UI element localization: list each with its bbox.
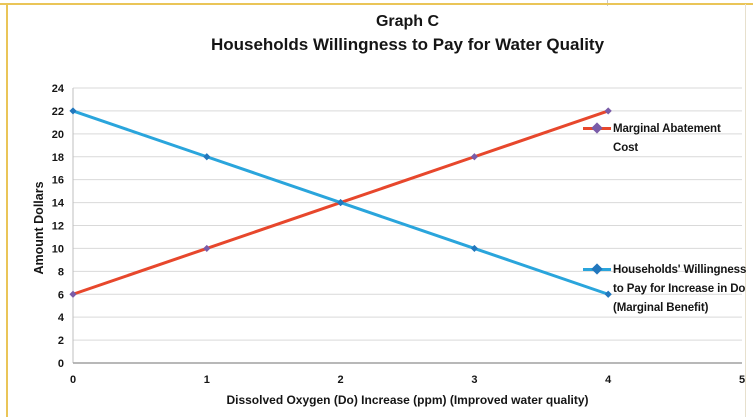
x-tick-label: 1: [204, 374, 210, 386]
chart-border-right: [745, 4, 746, 417]
legend-label: Households' Willingness to Pay for Increa…: [613, 261, 746, 318]
y-tick-label: 16: [52, 175, 64, 187]
y-tick-label: 2: [58, 335, 64, 347]
y-axis-title: Amount Dollars: [32, 181, 46, 274]
series-1-marker: [604, 290, 612, 298]
series-1-marker: [337, 198, 345, 207]
x-axis-title: Dissolved Oxygen (Do) Increase (ppm) (Im…: [226, 393, 588, 407]
chart-subtitle: Households Willingness to Pay for Water …: [210, 35, 605, 54]
series-0-marker: [203, 244, 211, 253]
legend-label-line: (Marginal Benefit): [613, 302, 709, 314]
y-tick-label: 0: [58, 358, 64, 370]
series-0-marker: [69, 290, 77, 298]
x-tick-label: 5: [739, 374, 745, 386]
y-tick-label: 8: [58, 266, 64, 278]
series-1-marker: [203, 153, 211, 161]
legend-label-line: to Pay for Increase in Do: [613, 283, 746, 295]
legend-label-line: Marginal Abatement: [613, 123, 721, 135]
legend-marker-swatch: [591, 122, 603, 134]
y-tick-label: 24: [52, 83, 65, 95]
x-tick-label: 0: [70, 374, 76, 386]
legend-label-line: Cost: [613, 142, 639, 154]
series-1-marker: [470, 244, 478, 253]
series-0-marker: [604, 107, 612, 115]
y-tick-label: 18: [52, 152, 64, 164]
y-tick-label: 20: [52, 129, 64, 141]
y-tick-label: 14: [52, 198, 65, 210]
x-tick-label: 3: [471, 374, 477, 386]
legend-label: Marginal Abatement Cost: [613, 120, 721, 158]
y-tick-label: 4: [58, 312, 65, 324]
legend-entry-1: Households' Willingness to Pay for Increa…: [583, 261, 746, 318]
legend-key-icon: [583, 261, 611, 277]
legend-entry-0: Marginal Abatement Cost: [583, 120, 721, 158]
series-1-marker: [69, 107, 77, 115]
legend-label-line: Households' Willingness: [613, 264, 747, 276]
chart-border-top: [0, 3, 753, 5]
legend-key-icon: [583, 120, 611, 136]
y-tick-label: 6: [58, 289, 64, 301]
x-tick-label: 4: [605, 374, 612, 386]
y-tick-label: 10: [52, 243, 64, 255]
x-tick-label: 2: [338, 374, 344, 386]
y-tick-label: 12: [52, 221, 64, 233]
series-0-marker: [470, 153, 478, 161]
chart-title: Graph C: [375, 13, 440, 30]
y-tick-label: 22: [52, 106, 64, 118]
chart-title-block: Graph C Households Willingness to Pay fo…: [73, 12, 742, 56]
legend-marker-swatch: [591, 263, 603, 275]
chart-border-left: [6, 3, 8, 417]
